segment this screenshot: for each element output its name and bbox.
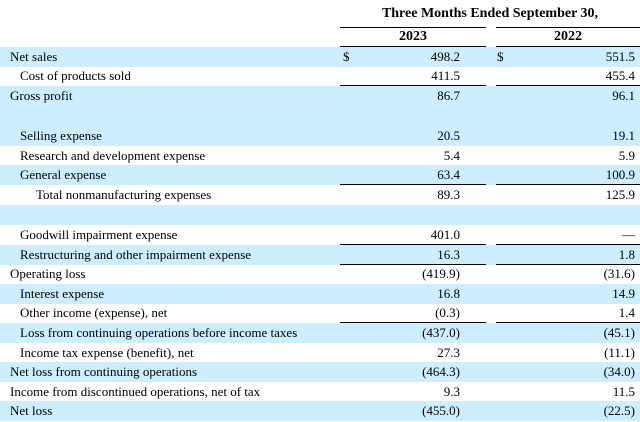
value-2022: 11.5 — [612, 384, 635, 399]
value-2022: 19.1 — [612, 128, 635, 143]
table-row: Operating loss (419.9) (31.6) — [0, 264, 640, 284]
value-2023: 16.8 — [437, 286, 460, 301]
value-2023: 86.7 — [437, 88, 460, 103]
table-row: Cost of products sold 411.5 455.4 — [0, 66, 640, 86]
row-label: Loss from continuing operations before i… — [20, 325, 298, 340]
value-2022: 100.9 — [605, 167, 635, 182]
row-label: Operating loss — [10, 266, 86, 281]
table-row: Interest expense 16.8 14.9 — [0, 284, 640, 304]
value-2022: 125.9 — [605, 187, 635, 202]
row-label: Total nonmanufacturing expenses — [36, 187, 212, 202]
value-2023: (437.0) — [422, 325, 460, 340]
table-row: Loss from continuing operations before i… — [0, 323, 640, 343]
value-2023: 498.2 — [430, 49, 460, 64]
row-label: Gross profit — [10, 88, 73, 103]
table-row: Other income (expense), net (0.3) 1.4 — [0, 303, 640, 323]
row-label: Selling expense — [20, 128, 102, 143]
column-header-period: Three Months Ended September 30, — [381, 6, 599, 21]
table-row: Total nonmanufacturing expenses 89.3 125.9 — [0, 185, 640, 205]
table-row: Restructuring and other impairment expen… — [0, 245, 640, 265]
rule-line — [340, 264, 486, 265]
row-label: Other income (expense), net — [20, 305, 168, 320]
row-label: Interest expense — [20, 286, 105, 301]
table-row: Income tax expense (benefit), net 27.3 (11… — [0, 343, 640, 363]
currency-symbol-2023: $ — [343, 49, 350, 64]
value-2022: 1.4 — [618, 305, 635, 320]
rule-line — [496, 264, 640, 265]
value-2023: 9.3 — [443, 384, 460, 399]
value-2022: (22.5) — [603, 403, 635, 418]
currency-symbol-2022: $ — [497, 49, 504, 64]
table-row: General expense 63.4 100.9 — [0, 165, 640, 185]
value-2022: 551.5 — [605, 49, 635, 64]
row-label: Net loss — [10, 403, 53, 418]
value-2023: 411.5 — [431, 68, 460, 83]
value-2023: 89.3 — [437, 187, 460, 202]
value-2022: 96.1 — [612, 88, 635, 103]
table-row: Research and development expense 5.4 5.9 — [0, 146, 640, 166]
value-2022: (45.1) — [603, 325, 635, 340]
value-2023: 63.4 — [437, 167, 460, 182]
column-header-2023: 2023 — [340, 27, 486, 48]
table-row: Income from discontinued operations, net… — [0, 382, 640, 402]
table-row: Net loss (455.0) (22.5) — [0, 401, 640, 421]
rule-line — [340, 244, 486, 245]
row-label: Net loss from continuing operations — [10, 364, 198, 379]
value-2023: (419.9) — [422, 266, 460, 281]
spacer-row — [0, 106, 640, 126]
row-label: Cost of products sold — [20, 68, 131, 83]
row-label: Net sales — [10, 49, 58, 64]
row-label: Income from discontinued operations, net… — [10, 384, 261, 399]
row-label: Research and development expense — [20, 148, 206, 163]
value-2023: 16.3 — [437, 247, 460, 262]
column-header-2022: 2022 — [496, 27, 640, 48]
value-2022: (34.0) — [603, 364, 635, 379]
rule-line — [496, 184, 640, 185]
table-row: Selling expense 20.5 19.1 — [0, 126, 640, 146]
rule-line — [340, 184, 486, 185]
table-row: Goodwill impairment expense 401.0 — — [0, 225, 640, 245]
row-label: Income tax expense (benefit), net — [20, 345, 194, 360]
value-2022: 455.4 — [605, 68, 635, 83]
rule-line — [496, 244, 640, 245]
table-row: Gross profit 86.7 96.1 — [0, 86, 640, 106]
value-2022: 5.9 — [618, 148, 635, 163]
spacer-row — [0, 205, 640, 225]
value-2022: (11.1) — [604, 345, 635, 360]
row-label: General expense — [20, 167, 107, 182]
rule-line — [496, 322, 640, 323]
table-row: Net sales $ $498.2 551.5 — [0, 47, 640, 67]
value-2023: (455.0) — [422, 403, 460, 418]
rule-line — [340, 322, 486, 323]
value-2023: 401.0 — [430, 227, 460, 242]
table-row: Net loss from continuing operations (464.… — [0, 362, 640, 382]
value-2023: 5.4 — [443, 148, 460, 163]
value-2022: 1.8 — [618, 247, 635, 262]
value-2023: (0.3) — [435, 305, 460, 320]
value-2022: 14.9 — [612, 286, 635, 301]
value-2022: (31.6) — [603, 266, 635, 281]
value-2023: (464.3) — [422, 364, 460, 379]
row-label: Restructuring and other impairment expen… — [20, 247, 252, 262]
value-2023: 27.3 — [437, 345, 460, 360]
value-2022: — — [622, 227, 635, 242]
row-label: Goodwill impairment expense — [20, 227, 178, 242]
value-2023: 20.5 — [437, 128, 460, 143]
